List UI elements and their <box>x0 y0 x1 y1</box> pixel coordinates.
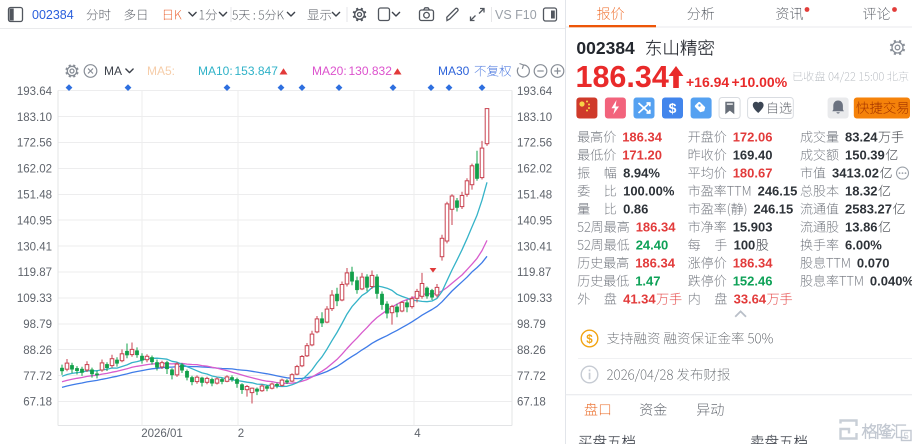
svg-text:MA10:: MA10: <box>198 64 233 78</box>
svg-text:24.40: 24.40 <box>636 238 669 253</box>
svg-text:15.903: 15.903 <box>733 220 773 235</box>
svg-text:33.64: 33.64 <box>734 292 767 307</box>
svg-text:VS F10: VS F10 <box>495 8 537 22</box>
svg-text:186.34: 186.34 <box>636 220 677 235</box>
svg-text:98.79: 98.79 <box>23 319 52 331</box>
svg-text:41.34: 41.34 <box>623 292 656 307</box>
svg-text:172.56: 172.56 <box>517 138 552 150</box>
svg-text:5: 5 <box>904 431 909 442</box>
svg-text:162.02: 162.02 <box>17 164 52 176</box>
svg-text:2026/01: 2026/01 <box>141 428 183 440</box>
svg-text:109.33: 109.33 <box>517 293 552 305</box>
svg-text:0.86: 0.86 <box>623 202 648 217</box>
svg-text:186.34: 186.34 <box>635 256 676 271</box>
svg-text:171.20: 171.20 <box>622 148 662 163</box>
svg-text:153.847: 153.847 <box>235 64 279 78</box>
svg-text:$: $ <box>669 100 677 116</box>
svg-text:002384: 002384 <box>576 38 635 58</box>
svg-text:+16.94: +16.94 <box>686 74 729 90</box>
svg-text:2: 2 <box>238 428 244 440</box>
svg-text:77.72: 77.72 <box>23 371 52 383</box>
svg-text:67.18: 67.18 <box>517 397 546 409</box>
svg-text:193.64: 193.64 <box>517 86 553 98</box>
svg-text:169.40: 169.40 <box>733 148 773 163</box>
svg-text:100: 100 <box>734 238 756 253</box>
svg-text:172.06: 172.06 <box>733 130 773 145</box>
svg-text:77.72: 77.72 <box>517 371 546 383</box>
svg-text:151.48: 151.48 <box>517 190 552 202</box>
svg-text:246.15: 246.15 <box>758 184 798 199</box>
svg-text:13.86: 13.86 <box>845 220 878 235</box>
svg-text:119.87: 119.87 <box>18 267 52 279</box>
svg-text:130.41: 130.41 <box>17 241 52 253</box>
svg-text:140.95: 140.95 <box>517 215 552 227</box>
svg-text:MA: MA <box>104 64 122 78</box>
svg-text:67.18: 67.18 <box>23 397 52 409</box>
svg-text:2583.27: 2583.27 <box>845 202 892 217</box>
svg-text:4: 4 <box>414 428 421 440</box>
svg-text:183.10: 183.10 <box>517 112 552 124</box>
svg-text:152.46: 152.46 <box>733 274 773 289</box>
svg-text:0.070: 0.070 <box>857 256 890 271</box>
svg-text:$: $ <box>586 334 593 346</box>
svg-text:6.00%: 6.00% <box>845 238 882 253</box>
svg-text:100.00%: 100.00% <box>623 184 675 199</box>
svg-text:0.040%: 0.040% <box>870 274 912 289</box>
svg-text:+10.00%: +10.00% <box>732 74 788 90</box>
svg-text:109.33: 109.33 <box>17 293 52 305</box>
svg-text:8.94%: 8.94% <box>623 166 660 181</box>
svg-text:140.95: 140.95 <box>17 215 52 227</box>
svg-text:151.48: 151.48 <box>17 190 52 202</box>
svg-text:186.34: 186.34 <box>622 130 663 145</box>
svg-text:180.67: 180.67 <box>733 166 773 181</box>
svg-text:186.34: 186.34 <box>576 60 669 94</box>
svg-text:193.64: 193.64 <box>17 86 53 98</box>
svg-text:MA5:: MA5: <box>147 64 175 78</box>
svg-text:MA30: MA30 <box>438 64 470 78</box>
svg-text:183.10: 183.10 <box>17 112 52 124</box>
svg-text:186.34: 186.34 <box>733 256 774 271</box>
svg-text:83.24: 83.24 <box>845 130 878 145</box>
svg-text:172.56: 172.56 <box>17 138 52 150</box>
svg-text:3413.02: 3413.02 <box>832 166 879 181</box>
svg-text:130.832: 130.832 <box>349 64 393 78</box>
svg-text:150.39: 150.39 <box>845 148 885 163</box>
svg-text:119.87: 119.87 <box>517 267 551 279</box>
svg-text:1.47: 1.47 <box>635 274 660 289</box>
svg-text:MA20:: MA20: <box>312 64 347 78</box>
svg-text:98.79: 98.79 <box>517 319 546 331</box>
svg-text:246.15: 246.15 <box>754 202 794 217</box>
svg-text:130.41: 130.41 <box>517 241 552 253</box>
svg-text:88.26: 88.26 <box>517 345 546 357</box>
svg-text:18.32: 18.32 <box>845 184 878 199</box>
svg-text:162.02: 162.02 <box>517 164 552 176</box>
svg-text:88.26: 88.26 <box>23 345 52 357</box>
svg-text:002384: 002384 <box>32 8 74 22</box>
